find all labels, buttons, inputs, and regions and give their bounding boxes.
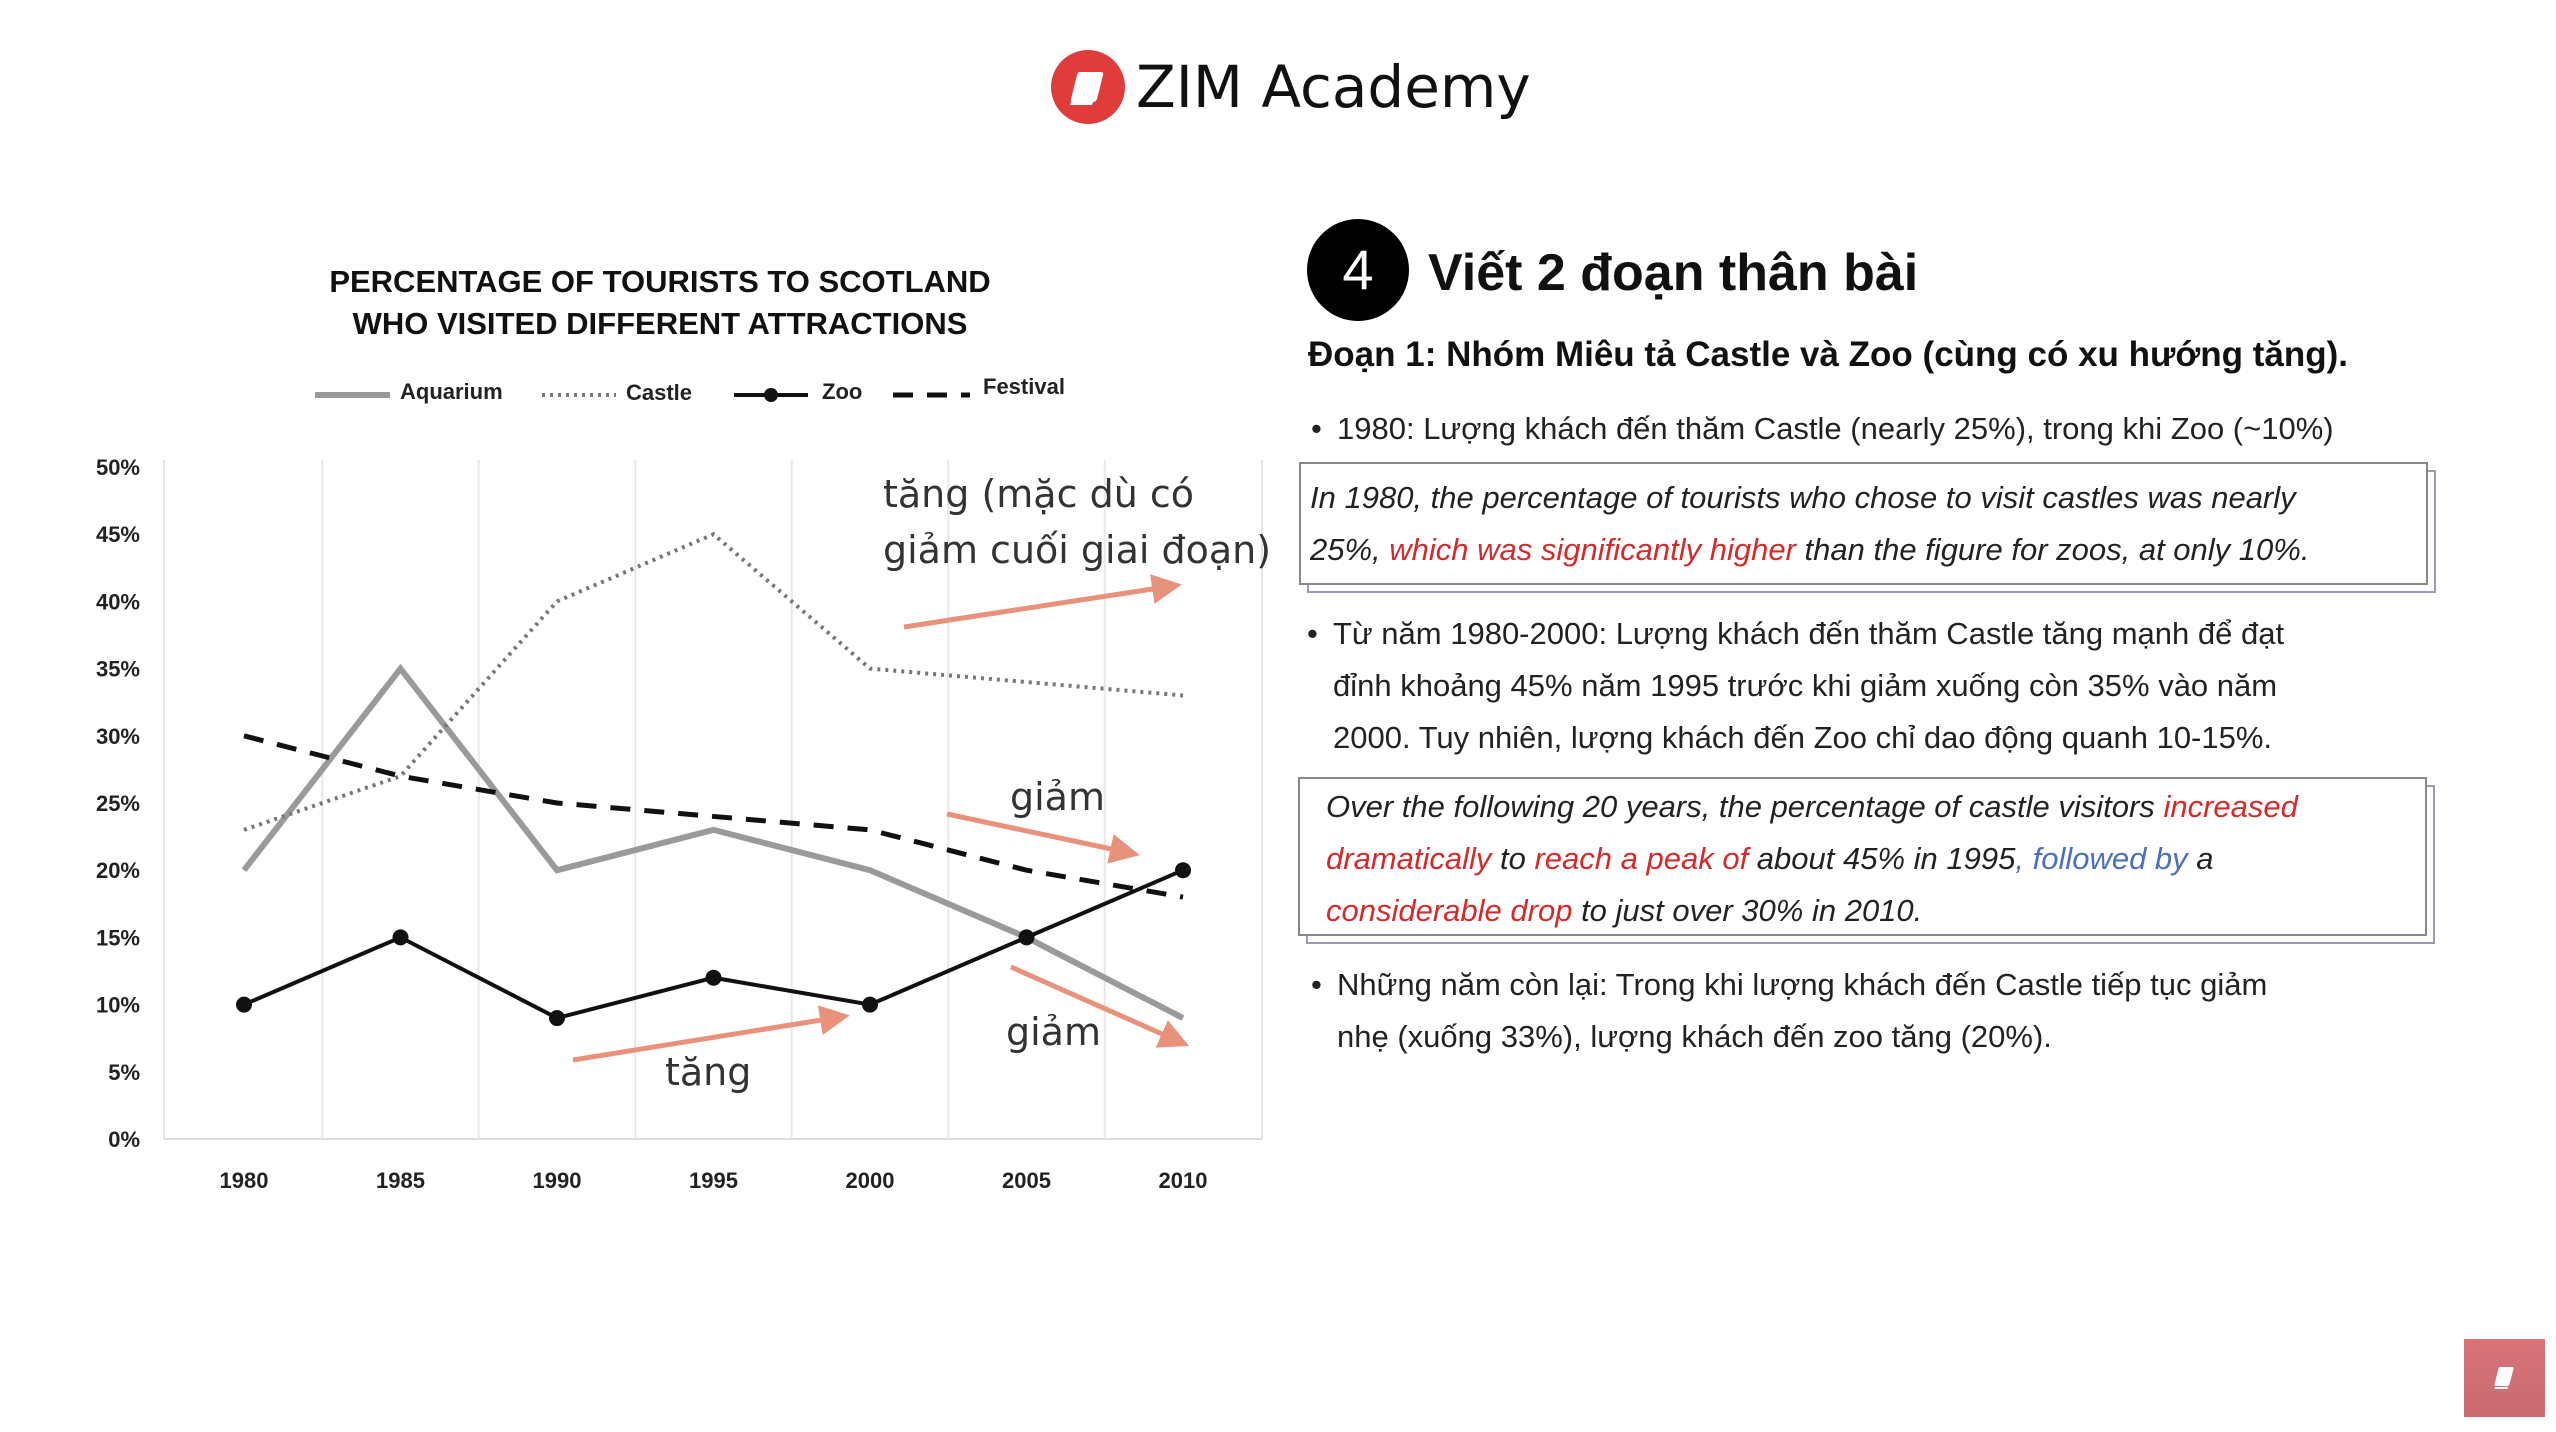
highlight-blue: , followed by bbox=[2015, 841, 2188, 876]
chart-title-line-1: PERCENTAGE OF TOURISTS TO SCOTLAND bbox=[329, 264, 991, 299]
data-point-zoo bbox=[1175, 862, 1191, 879]
data-point-zoo bbox=[236, 996, 252, 1013]
bullet-line: 2000. Tuy nhiên, lượng khách đến Zoo chỉ… bbox=[1333, 720, 2273, 755]
x-tick-label: 1980 bbox=[220, 1168, 269, 1193]
y-tick-label: 15% bbox=[96, 925, 140, 950]
text: about 45% in 1995 bbox=[1748, 841, 2016, 876]
example-2-line-1: Over the following 20 years, the percent… bbox=[1326, 781, 2298, 833]
highlight-red: reach a peak of bbox=[1534, 841, 1749, 876]
highlight-red: dramatically bbox=[1326, 841, 1492, 876]
x-tick-label: 2000 bbox=[846, 1168, 895, 1193]
text: than the figure for zoos, at only 10%. bbox=[1795, 532, 2310, 567]
example-1-line-2: 25%, which was significantly higher than… bbox=[1310, 524, 2309, 576]
brand-name: ZIM Academy bbox=[1136, 53, 1531, 121]
book-icon bbox=[2494, 1367, 2514, 1389]
example-box-2: Over the following 20 years, the percent… bbox=[1298, 777, 2427, 936]
x-tick-label: 2010 bbox=[1159, 1168, 1208, 1193]
y-tick-label: 20% bbox=[96, 858, 140, 883]
annotation-festival: giảm bbox=[1010, 775, 1105, 819]
example-2-line-3: considerable drop to just over 30% in 20… bbox=[1326, 885, 1922, 937]
example-2-line-2: dramatically to reach a peak of about 45… bbox=[1326, 833, 2214, 885]
y-tick-label: 45% bbox=[96, 522, 140, 547]
data-point-zoo bbox=[1018, 929, 1035, 946]
x-tick-label: 2005 bbox=[1002, 1168, 1051, 1193]
arrow-festival-trend bbox=[946, 811, 1140, 864]
y-tick-label: 10% bbox=[96, 993, 140, 1018]
step-number-badge: 4 bbox=[1307, 219, 1409, 321]
text: a bbox=[2187, 841, 2214, 876]
corner-book-button[interactable] bbox=[2464, 1339, 2545, 1417]
y-tick-label: 5% bbox=[108, 1060, 140, 1085]
chart-title-line-2: WHO VISITED DIFFERENT ATTRACTIONS bbox=[352, 306, 968, 341]
annotation-castle-line-1: tăng (mặc dù có bbox=[883, 472, 1194, 516]
data-point-zoo bbox=[862, 996, 878, 1013]
text: to just over 30% in 2010. bbox=[1572, 893, 1923, 928]
x-tick-label: 1985 bbox=[376, 1168, 425, 1193]
annotation-castle-line-2: giảm cuối giai đoạn) bbox=[883, 528, 1272, 572]
text: Over the following 20 years, the percent… bbox=[1326, 789, 2164, 824]
highlight-red: considerable drop bbox=[1326, 893, 1573, 928]
text: 25%, bbox=[1310, 532, 1390, 567]
y-tick-label: 35% bbox=[96, 657, 140, 682]
x-tick-label: 1990 bbox=[533, 1168, 582, 1193]
legend-label-zoo: Zoo bbox=[822, 379, 863, 404]
y-tick-label: 0% bbox=[108, 1127, 140, 1152]
arrow-castle-trend bbox=[903, 574, 1182, 630]
example-box-1: In 1980, the percentage of tourists who … bbox=[1299, 462, 2428, 585]
bullet-dot: • bbox=[1307, 616, 1318, 651]
bullet-dot: • bbox=[1311, 967, 1322, 1002]
annotation-aquarium: giảm bbox=[1006, 1010, 1101, 1054]
bullet-line: Từ năm 1980-2000: Lượng khách đến thăm C… bbox=[1333, 616, 2285, 651]
bullet-line: đỉnh khoảng 45% năm 1995 trước khi giảm … bbox=[1333, 668, 2278, 703]
bullet-1980-2000: • Từ năm 1980-2000: Lượng khách đến thăm… bbox=[1307, 608, 2285, 764]
logo bbox=[1051, 50, 1125, 124]
text: to bbox=[1491, 841, 1535, 876]
y-tick-label: 25% bbox=[96, 791, 140, 816]
data-point-zoo bbox=[705, 969, 722, 986]
bullet-text: 1980: Lượng khách đến thăm Castle (nearl… bbox=[1337, 411, 2334, 446]
series-line-aquarium bbox=[241, 663, 1185, 1021]
bullet-line: Những năm còn lại: Trong khi lượng khách… bbox=[1337, 967, 2268, 1002]
y-tick-label: 30% bbox=[96, 724, 140, 749]
data-point-zoo bbox=[549, 1010, 565, 1027]
legend-label-festival: Festival bbox=[983, 374, 1065, 399]
legend-label-aquarium: Aquarium bbox=[400, 379, 503, 404]
data-point-zoo bbox=[392, 929, 409, 946]
y-tick-label: 50% bbox=[96, 455, 140, 480]
bullet-1980: • 1980: Lượng khách đến thăm Castle (nea… bbox=[1311, 403, 2334, 455]
example-1-line-1: In 1980, the percentage of tourists who … bbox=[1310, 480, 2296, 515]
line-chart: 0% 5% 10% 15% 20% 25% 30% 35% 40% 45% 50% 1980 1985 1… bbox=[96, 388, 1263, 1193]
arrow-zoo-trend bbox=[572, 1005, 850, 1063]
bullet-line: nhẹ (xuống 33%), lượng khách đến zoo tăn… bbox=[1337, 1019, 2052, 1054]
arrow-aquarium-trend bbox=[1009, 964, 1190, 1048]
annotation-zoo: tăng bbox=[665, 1050, 752, 1094]
paragraph-title: Đoạn 1: Nhóm Miêu tả Castle và Zoo (cùng… bbox=[1308, 335, 2349, 374]
x-tick-label: 1995 bbox=[689, 1168, 738, 1193]
bullet-dot: • bbox=[1311, 411, 1322, 446]
bullet-remaining-years: • Những năm còn lại: Trong khi lượng khá… bbox=[1311, 959, 2268, 1063]
highlight-red: which was significantly higher bbox=[1389, 532, 1796, 567]
legend-marker-zoo bbox=[764, 388, 778, 402]
y-tick-label: 40% bbox=[96, 589, 140, 614]
book-icon bbox=[1070, 72, 1104, 105]
series-line-castle bbox=[243, 531, 1184, 832]
highlight-red: increased bbox=[2163, 789, 2298, 824]
step-title: Viết 2 đoạn thân bài bbox=[1428, 244, 1919, 302]
legend-label-castle: Castle bbox=[626, 380, 693, 405]
series-line-festival bbox=[243, 733, 1184, 900]
